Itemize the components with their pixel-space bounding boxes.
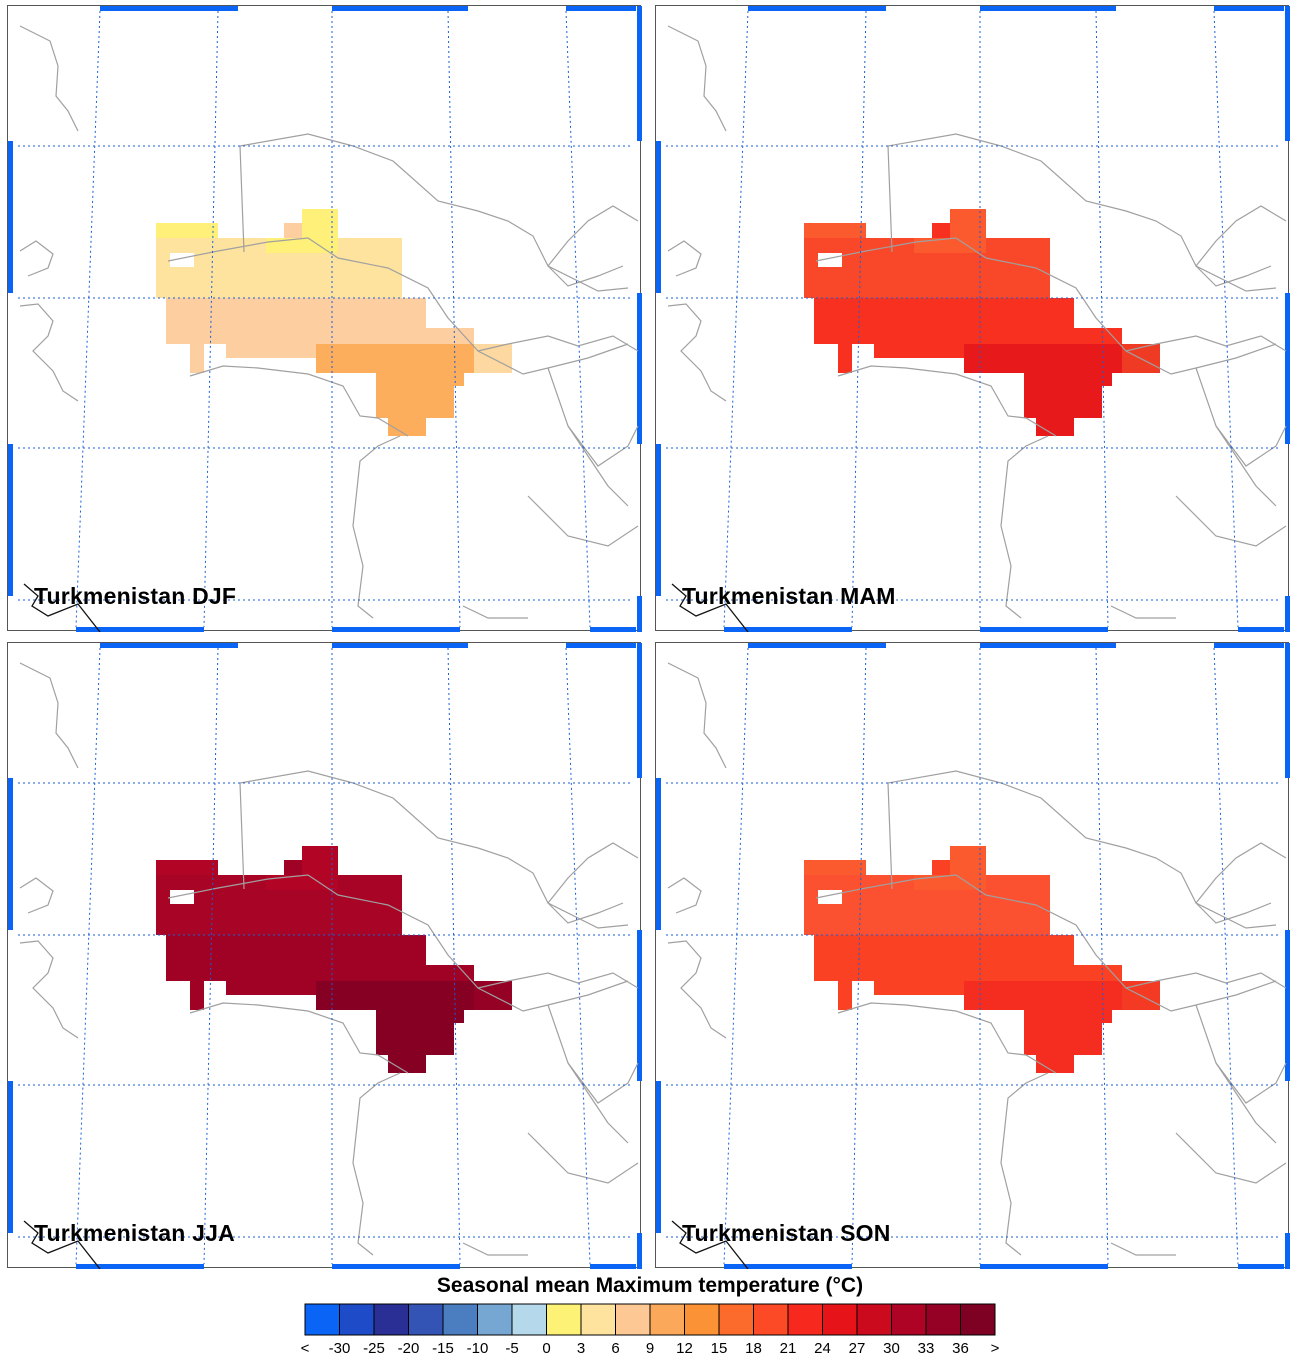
graticule [18,647,632,1265]
map-panel-son: Turkmenistan SON [655,642,1290,1269]
legend-tick-label: 33 [917,1340,935,1357]
legend-swatch [477,1303,513,1336]
legend-swatch [960,1303,996,1336]
turkmenistan-temperature-field [156,846,512,1073]
legend-title: Seasonal mean Maximum temperature (°C) [436,1274,864,1297]
coastline [23,1220,101,1269]
legend-swatch [684,1303,720,1336]
country-borders [19,25,639,619]
country-borders [667,25,1287,619]
legend-tick-label: -5 [505,1340,519,1357]
turkmenistan-temperature-field [804,209,1160,436]
map-canvas [8,643,642,1269]
country-borders [19,662,639,1256]
coastline [23,583,101,632]
legend-colorbar [304,1303,996,1336]
legend-tick-label: < [300,1340,310,1357]
legend-tick-label: 9 [645,1340,655,1357]
graticule [18,10,632,628]
legend-swatch [718,1303,754,1336]
legend-swatch [891,1303,927,1336]
panel-title: Turkmenistan JJA [34,1220,235,1246]
legend-tick-label: 36 [952,1340,969,1357]
coastline [671,583,749,632]
legend-tick-label: -10 [466,1340,489,1357]
coastline [671,1220,749,1269]
legend-swatch [408,1303,444,1336]
map-panel-mam: Turkmenistan MAM [655,5,1290,632]
turkmenistan-temperature-field [156,209,512,436]
turkmenistan-temperature-field [804,846,1160,1073]
legend-tick-label: -30 [328,1340,351,1357]
legend-tick-label: 30 [883,1340,900,1357]
legend-swatch [615,1303,651,1336]
map-canvas [8,6,642,632]
legend-swatch [925,1303,961,1336]
legend-tick-label: 27 [848,1340,866,1357]
legend-swatch [822,1303,858,1336]
legend-tick-label: -20 [397,1340,420,1357]
legend-tick-label: 24 [814,1340,831,1357]
map-canvas [656,6,1290,632]
legend-swatch [856,1303,892,1336]
panel-title: Turkmenistan SON [682,1220,891,1246]
map-panel-djf: Turkmenistan DJF [7,5,642,632]
graticule [666,10,1280,628]
legend-tick-label: > [990,1340,1000,1357]
legend-tick-label: 6 [611,1340,620,1357]
map-panel-jja: Turkmenistan JJA [7,642,642,1269]
legend-tick-label: -15 [432,1340,454,1357]
panel-title: Turkmenistan DJF [34,583,237,609]
legend-swatch [753,1303,789,1336]
legend-swatch [787,1303,823,1336]
legend-swatch [442,1303,478,1336]
legend-tick-label: 18 [745,1340,762,1357]
legend-tick-label: 21 [779,1340,797,1357]
legend-swatch [649,1303,685,1336]
graticule [666,647,1280,1265]
legend-swatch [511,1303,547,1336]
legend-swatch [546,1303,582,1336]
panel-title: Turkmenistan MAM [682,583,896,609]
country-borders [667,662,1287,1256]
map-canvas [656,643,1290,1269]
legend-swatch [304,1303,340,1336]
legend-swatch [339,1303,375,1336]
legend-swatch [580,1303,616,1336]
legend-swatch [373,1303,409,1336]
legend-tick-label: 0 [542,1340,551,1357]
legend-tick-label: 15 [710,1340,728,1357]
legend-tick-label: 12 [676,1340,693,1357]
legend-tick-label: -25 [363,1340,385,1357]
legend-tick-label: 3 [576,1340,586,1357]
